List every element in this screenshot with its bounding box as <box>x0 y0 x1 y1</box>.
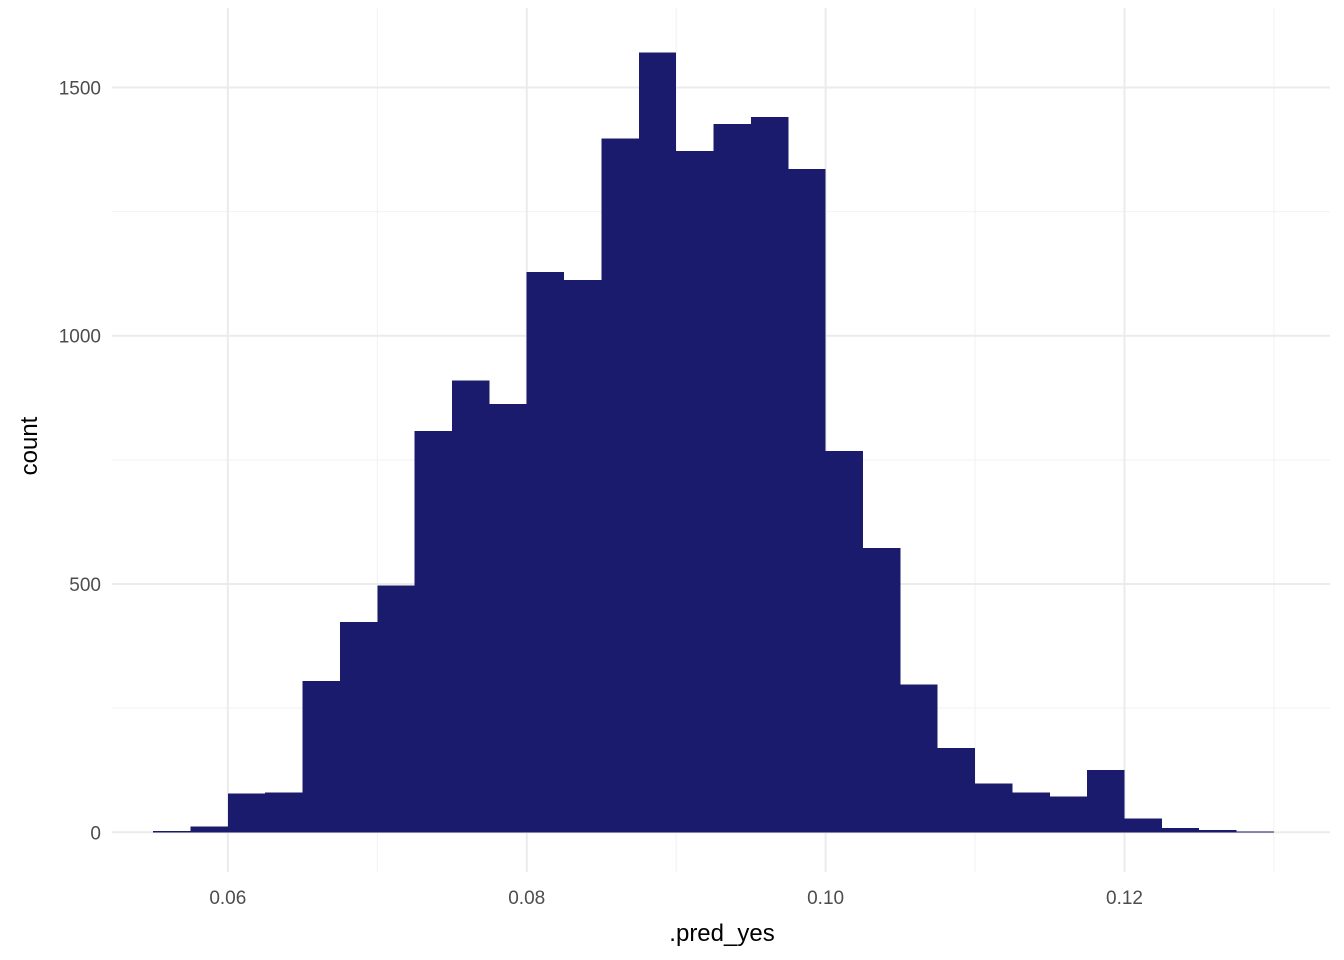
x-tick-label: 0.06 <box>209 888 246 909</box>
histogram-bars <box>153 52 1274 833</box>
y-axis-title: count <box>16 416 43 475</box>
histogram-bar <box>451 380 490 833</box>
histogram-bar <box>265 792 303 833</box>
histogram-bar <box>825 450 863 833</box>
histogram-bar <box>1236 831 1274 833</box>
histogram-bar <box>638 52 677 833</box>
histogram-bar <box>862 548 901 833</box>
histogram-bar <box>526 272 565 833</box>
y-tick-label: 500 <box>69 575 101 596</box>
histogram-bar <box>414 431 452 833</box>
x-tick-label: 0.10 <box>807 888 844 909</box>
histogram-bar <box>564 280 602 833</box>
y-axis-ticks: 0 500 1000 1500 <box>59 78 101 844</box>
histogram-bar <box>1199 829 1237 833</box>
histogram-bar <box>713 124 751 833</box>
histogram-bar <box>788 168 826 833</box>
histogram-bar <box>937 747 976 833</box>
x-tick-label: 0.12 <box>1106 888 1143 909</box>
histogram-bar <box>1012 792 1050 833</box>
histogram-bar <box>1161 827 1200 833</box>
histogram-bar <box>302 680 340 833</box>
histogram-bar <box>1049 796 1088 833</box>
histogram-bar <box>900 684 938 833</box>
histogram-bar <box>676 151 714 833</box>
histogram-bar <box>975 783 1013 833</box>
y-tick-label: 1500 <box>59 78 101 99</box>
y-tick-label: 1000 <box>59 327 101 348</box>
histogram-bar <box>750 117 789 833</box>
x-axis-ticks: 0.06 0.08 0.10 0.12 <box>209 888 1143 909</box>
histogram-bar <box>1124 818 1162 833</box>
histogram-bar <box>227 793 266 833</box>
histogram-bar <box>339 622 378 833</box>
histogram-bar <box>489 403 527 833</box>
y-tick-label: 0 <box>90 823 101 844</box>
histogram-bar <box>153 830 191 833</box>
histogram-bar <box>1087 770 1125 833</box>
histogram-bar <box>377 585 415 833</box>
histogram-bar <box>190 826 228 833</box>
histogram-bar <box>601 138 639 833</box>
x-tick-label: 0.08 <box>508 888 545 909</box>
x-axis-title: .pred_yes <box>669 920 774 947</box>
